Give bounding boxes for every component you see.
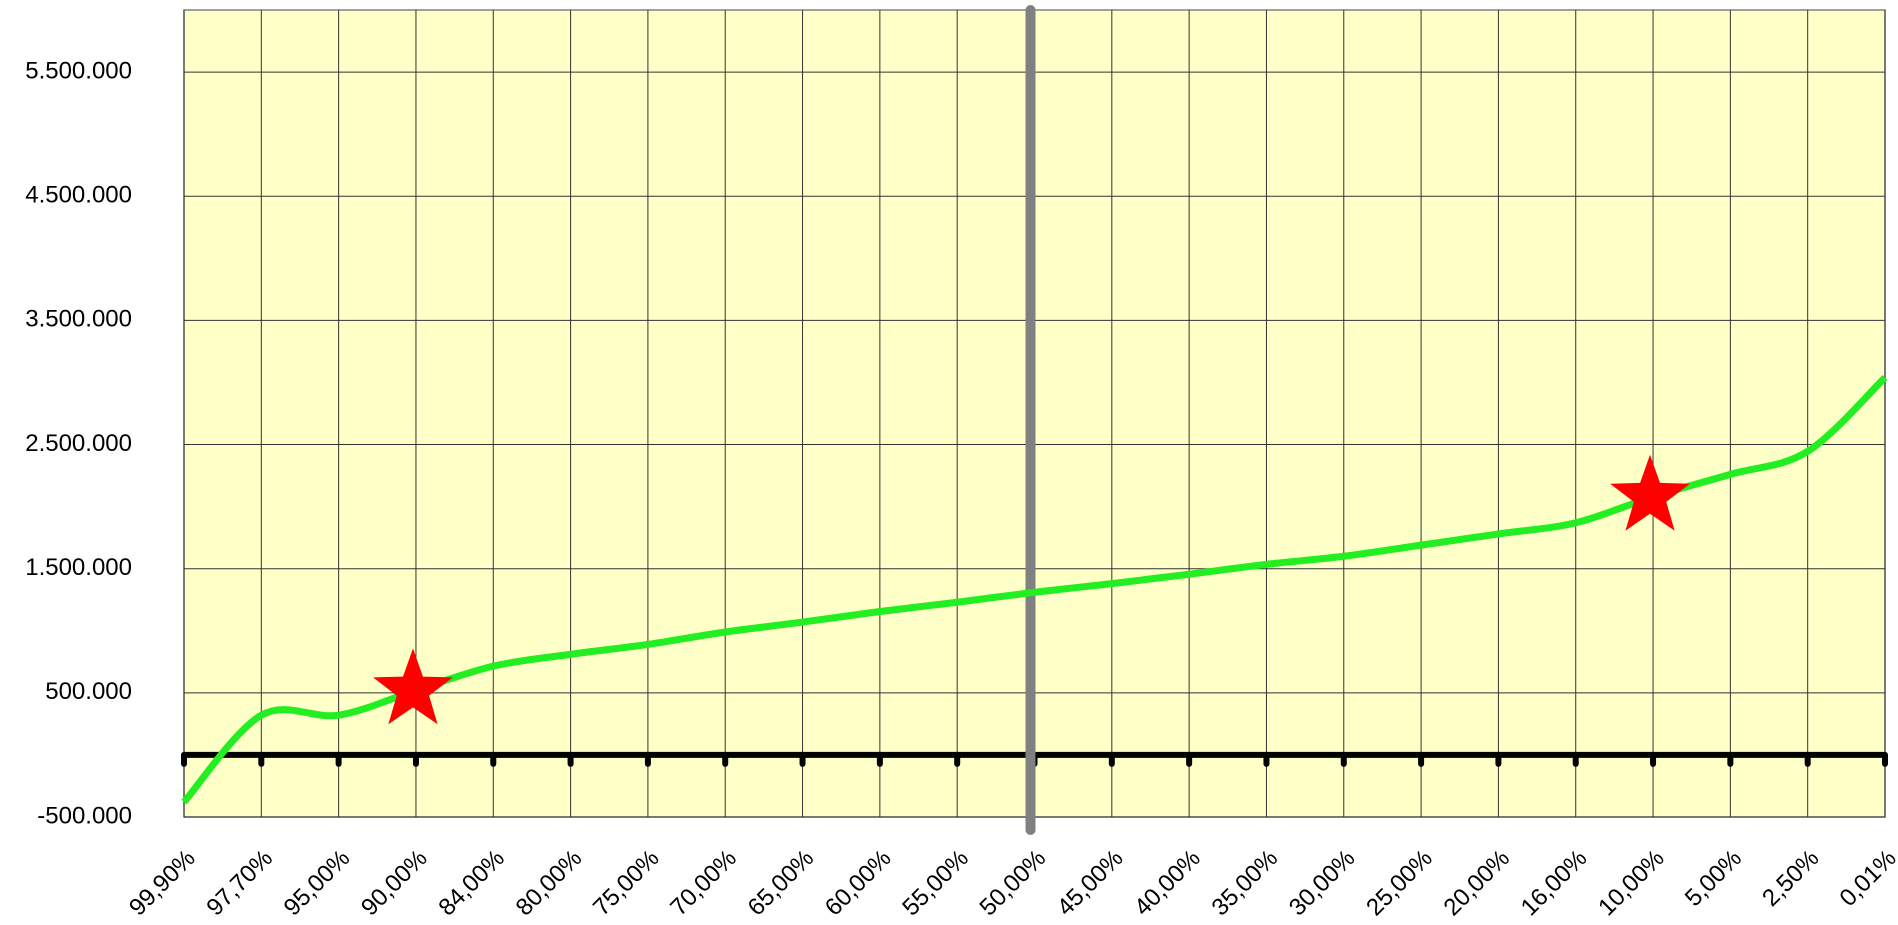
x-tick-label: 35,00% — [1207, 845, 1284, 922]
x-tick-label: 2,50% — [1757, 845, 1824, 912]
x-tick-label: 84,00% — [433, 845, 510, 922]
x-tick-label: 65,00% — [743, 845, 820, 922]
y-tick-label: 4.500.000 — [25, 182, 132, 209]
y-tick-label: -500.000 — [37, 802, 132, 829]
x-tick-label: 20,00% — [1438, 845, 1515, 922]
y-tick-label: 2.500.000 — [25, 430, 132, 457]
x-tick-label: 50,00% — [975, 845, 1052, 922]
x-tick-label: 30,00% — [1284, 845, 1361, 922]
x-tick-label: 97,70% — [201, 845, 278, 922]
x-tick-label: 60,00% — [820, 845, 897, 922]
star-marker — [373, 648, 453, 725]
x-tick-label: 45,00% — [1052, 845, 1129, 922]
x-tick-label: 40,00% — [1129, 845, 1206, 922]
y-tick-label: 3.500.000 — [25, 306, 132, 333]
x-tick-label: 0,01% — [1835, 845, 1898, 912]
star-marker — [1610, 454, 1690, 531]
x-tick-label: 80,00% — [511, 845, 588, 922]
x-tick-label: 99,90% — [124, 845, 201, 922]
x-tick-label: 90,00% — [356, 845, 433, 922]
x-tick-label: 25,00% — [1361, 845, 1438, 922]
x-tick-label: 16,00% — [1516, 845, 1593, 922]
x-tick-label: 70,00% — [665, 845, 742, 922]
y-tick-label: 500.000 — [45, 678, 132, 705]
x-tick-label: 75,00% — [588, 845, 665, 922]
y-tick-label: 1.500.000 — [25, 554, 132, 581]
x-tick-label: 55,00% — [897, 845, 974, 922]
y-tick-label: 5.500.000 — [25, 57, 132, 84]
x-tick-label: 5,00% — [1680, 845, 1747, 912]
x-tick-label: 95,00% — [279, 845, 356, 922]
x-tick-label: 10,00% — [1593, 845, 1670, 922]
